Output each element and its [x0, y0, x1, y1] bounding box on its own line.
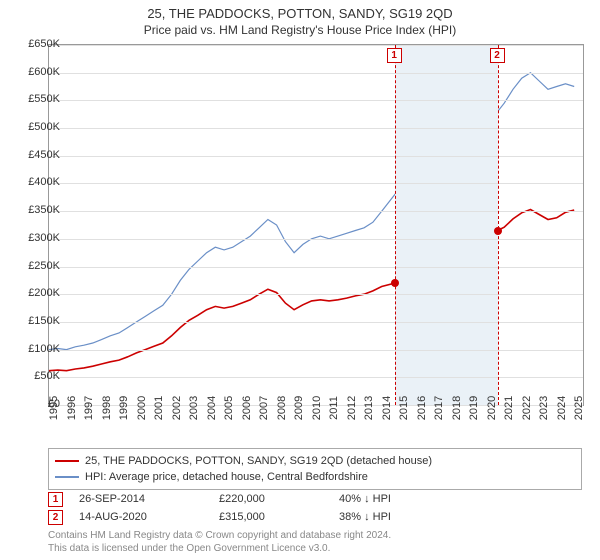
- x-tick-label: 1997: [83, 396, 95, 420]
- gridline: [49, 350, 583, 351]
- gridline: [49, 211, 583, 212]
- y-tick-label: £150K: [14, 315, 60, 327]
- x-tick-label: 2000: [136, 396, 148, 420]
- y-tick-label: £350K: [14, 204, 60, 216]
- y-tick-label: £400K: [14, 176, 60, 188]
- x-tick-label: 2005: [223, 396, 235, 420]
- gridline: [49, 322, 583, 323]
- legend-swatch: [55, 476, 79, 478]
- x-tick-label: 2008: [276, 396, 288, 420]
- y-tick-label: £250K: [14, 260, 60, 272]
- x-tick-label: 1998: [101, 396, 113, 420]
- x-tick-label: 2024: [556, 396, 568, 420]
- marker-badge: 2: [490, 48, 505, 63]
- y-tick-label: £200K: [14, 287, 60, 299]
- x-tick-label: 2020: [486, 396, 498, 420]
- y-tick-label: £550K: [14, 93, 60, 105]
- gridline: [49, 377, 583, 378]
- x-tick-label: 2012: [346, 396, 358, 420]
- legend-label: HPI: Average price, detached house, Cent…: [85, 471, 368, 483]
- attribution-line2: This data is licensed under the Open Gov…: [48, 543, 582, 556]
- marker-badge: 1: [387, 48, 402, 63]
- gridline: [49, 239, 583, 240]
- gridline: [49, 100, 583, 101]
- gridline: [49, 294, 583, 295]
- gridline: [49, 45, 583, 46]
- attribution: Contains HM Land Registry data © Crown c…: [48, 530, 582, 555]
- sale-band: [395, 45, 498, 405]
- gridline: [49, 128, 583, 129]
- gridline: [49, 156, 583, 157]
- line-series-svg: [49, 45, 583, 405]
- x-tick-label: 2002: [171, 396, 183, 420]
- x-tick-label: 2021: [503, 396, 515, 420]
- y-tick-label: £100K: [14, 343, 60, 355]
- legend: 25, THE PADDOCKS, POTTON, SANDY, SG19 2Q…: [48, 448, 582, 490]
- x-tick-label: 2023: [538, 396, 550, 420]
- x-tick-label: 2007: [258, 396, 270, 420]
- x-tick-label: 1995: [48, 396, 60, 420]
- y-tick-label: £50K: [14, 370, 60, 382]
- x-tick-label: 2015: [398, 396, 410, 420]
- transaction-badge: 2: [48, 510, 63, 525]
- x-tick-label: 2001: [153, 396, 165, 420]
- x-tick-label: 2013: [363, 396, 375, 420]
- x-tick-label: 2003: [188, 396, 200, 420]
- transaction-price: £315,000: [219, 511, 339, 523]
- plot-area: [48, 44, 584, 406]
- transaction-pct: 38% ↓ HPI: [339, 511, 459, 523]
- transaction-date: 26-SEP-2014: [79, 493, 219, 505]
- marker-line: [498, 45, 499, 405]
- x-tick-label: 1996: [66, 396, 78, 420]
- transaction-row: 1 26-SEP-2014£220,00040% ↓ HPI: [48, 490, 582, 508]
- transaction-badge: 1: [48, 492, 63, 507]
- x-tick-label: 2014: [381, 396, 393, 420]
- attribution-line1: Contains HM Land Registry data © Crown c…: [48, 530, 582, 543]
- x-tick-label: 2004: [206, 396, 218, 420]
- sale-dot: [391, 279, 399, 287]
- marker-line: [395, 45, 396, 405]
- legend-row: HPI: Average price, detached house, Cent…: [55, 469, 575, 485]
- y-tick-label: £500K: [14, 121, 60, 133]
- chart-title: 25, THE PADDOCKS, POTTON, SANDY, SG19 2Q…: [0, 0, 600, 23]
- gridline: [49, 267, 583, 268]
- legend-row: 25, THE PADDOCKS, POTTON, SANDY, SG19 2Q…: [55, 453, 575, 469]
- x-tick-label: 2006: [241, 396, 253, 420]
- x-tick-label: 2019: [468, 396, 480, 420]
- y-tick-label: £450K: [14, 149, 60, 161]
- chart-subtitle: Price paid vs. HM Land Registry's House …: [0, 23, 600, 41]
- x-tick-label: 2011: [328, 396, 340, 420]
- y-tick-label: £600K: [14, 66, 60, 78]
- gridline: [49, 73, 583, 74]
- sale-dot: [494, 227, 502, 235]
- legend-label: 25, THE PADDOCKS, POTTON, SANDY, SG19 2Q…: [85, 455, 432, 467]
- x-tick-label: 2016: [416, 396, 428, 420]
- transaction-price: £220,000: [219, 493, 339, 505]
- y-tick-label: £650K: [14, 38, 60, 50]
- x-tick-label: 2017: [433, 396, 445, 420]
- y-tick-label: £300K: [14, 232, 60, 244]
- gridline: [49, 183, 583, 184]
- x-tick-label: 2025: [573, 396, 585, 420]
- chart-container: 25, THE PADDOCKS, POTTON, SANDY, SG19 2Q…: [0, 0, 600, 560]
- legend-swatch: [55, 460, 79, 462]
- x-tick-label: 2009: [293, 396, 305, 420]
- x-tick-label: 1999: [118, 396, 130, 420]
- transaction-row: 2 14-AUG-2020£315,00038% ↓ HPI: [48, 508, 582, 526]
- transaction-date: 14-AUG-2020: [79, 511, 219, 523]
- x-tick-label: 2018: [451, 396, 463, 420]
- x-tick-label: 2010: [311, 396, 323, 420]
- transaction-pct: 40% ↓ HPI: [339, 493, 459, 505]
- x-tick-label: 2022: [521, 396, 533, 420]
- transaction-table: 1 26-SEP-2014£220,00040% ↓ HPI 2 14-AUG-202…: [48, 490, 582, 526]
